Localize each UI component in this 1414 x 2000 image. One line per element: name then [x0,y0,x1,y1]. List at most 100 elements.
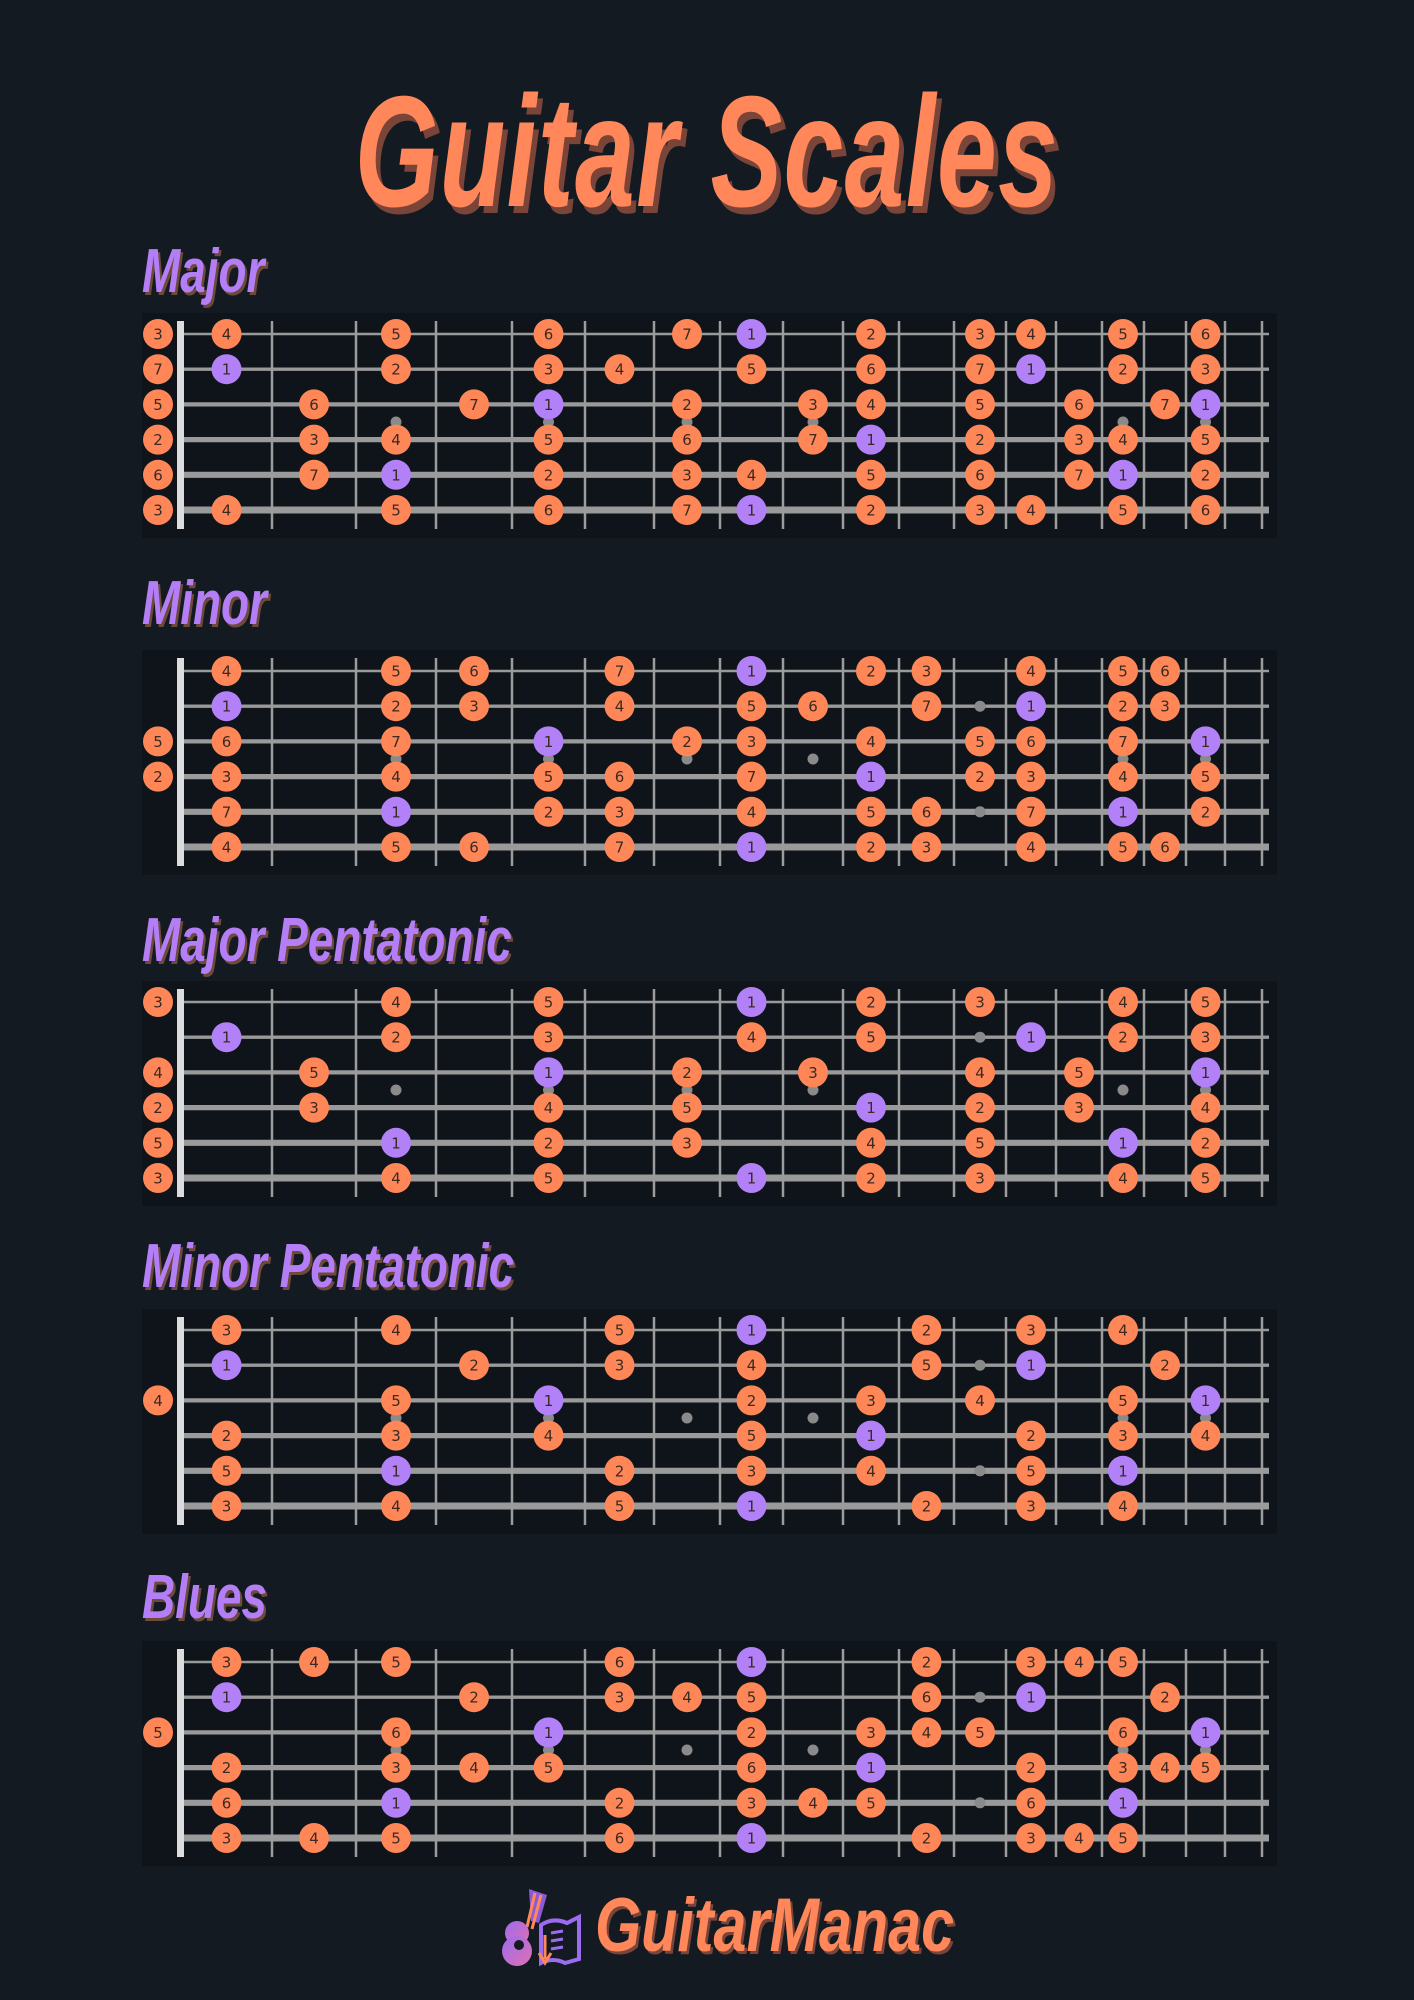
note-label: 1 [391,466,401,484]
scale-note: 3 [1016,1491,1046,1521]
scale-note: 2 [736,1385,767,1416]
note-label: 1 [391,1794,401,1812]
scale-heading-major-pentatonic: Major Pentatonic [142,906,512,975]
note-label: 2 [747,1724,757,1742]
note-label: 7 [1026,803,1036,821]
note-label: 5 [391,1392,401,1410]
note-dot [143,761,173,792]
inlay-dot [1117,1084,1129,1096]
note-dot [1108,1315,1138,1345]
note-label: 5 [391,502,401,520]
note-dot [143,319,173,349]
note-dot [856,1385,886,1416]
note-dot [1016,1682,1046,1713]
note-label: 4 [391,768,401,786]
note-label: 2 [153,1099,163,1117]
scale-note: 6 [604,1647,635,1677]
scale-note: 2 [1150,1682,1180,1713]
note-label: 1 [866,431,876,449]
note-label: 5 [682,1099,692,1117]
root-note: 1 [1108,1787,1138,1818]
scale-note: 2 [604,1455,635,1486]
scale-note: 3 [299,1092,329,1123]
scale-note: 3 [1108,1752,1138,1783]
scale-note: 4 [1108,1315,1138,1345]
note-label: 1 [747,1830,757,1848]
note-dot [736,1315,767,1345]
note-label: 5 [153,1134,163,1152]
root-note: 1 [211,1022,242,1053]
note-label: 6 [544,326,554,344]
note-dot [1016,832,1046,862]
note-dot [381,1385,411,1416]
scale-note: 6 [1150,832,1180,862]
note-label: 6 [747,1759,757,1777]
scale-note: 4 [381,1491,411,1521]
note-label: 1 [866,1099,876,1117]
note-label: 2 [1160,1689,1170,1707]
note-dot [299,459,329,490]
root-note: 1 [1190,1385,1221,1416]
inlay-dot [681,1412,693,1424]
scale-note: 5 [736,1682,767,1713]
note-label: 6 [808,698,818,716]
nut [177,1317,184,1525]
scale-note: 4 [299,1647,329,1677]
scale-note: 4 [459,1752,489,1783]
scale-note: 2 [1016,1420,1046,1451]
scale-note: 3 [604,1350,635,1381]
note-label: 7 [682,326,692,344]
note-label: 5 [1026,1462,1036,1480]
scale-note: 4 [381,761,411,792]
note-dot [381,459,411,490]
note-dot [736,1350,767,1381]
note-dot [1108,319,1138,349]
note-label: 5 [975,396,985,414]
note-dot [1064,424,1094,455]
note-dot [299,424,329,455]
note-dot [672,1127,702,1158]
note-label: 5 [153,1724,163,1742]
scale-note: 2 [856,1163,886,1193]
inlay-dot [543,1084,554,1096]
scale-note: 2 [1108,1022,1138,1053]
scale-note: 4 [1064,1823,1094,1853]
scale-note: 5 [1190,987,1221,1017]
scale-note: 5 [1108,656,1138,686]
inlay-dot [974,806,986,818]
note-label: 5 [544,768,554,786]
note-dot [1108,1127,1138,1158]
note-dot [604,1350,635,1381]
note-label: 2 [1026,1427,1036,1445]
note-label: 1 [544,1392,554,1410]
scale-note: 4 [1016,495,1046,525]
note-dot [736,796,767,827]
scale-note: 5 [965,389,995,420]
root-note: 1 [533,1385,564,1416]
scale-note: 5 [1108,495,1138,525]
note-dot [911,656,942,686]
note-dot [1016,761,1046,792]
note-dot [381,1823,411,1853]
note-label: 3 [469,698,479,716]
root-note: 1 [1016,1350,1046,1381]
note-dot [143,354,173,385]
note-label: 6 [153,466,163,484]
note-label: 5 [1118,839,1128,857]
note-dot [211,832,242,862]
scale-note: 6 [143,459,173,490]
note-label: 5 [544,994,554,1012]
scale-note: 3 [211,1491,242,1521]
note-label: 3 [808,1064,818,1082]
note-label: 2 [615,1794,625,1812]
note-label: 1 [1201,1724,1211,1742]
note-dot [604,1455,635,1486]
note-label: 5 [866,1029,876,1047]
note-dot [736,495,767,525]
note-label: 2 [1118,698,1128,716]
scale-note: 6 [911,1682,942,1713]
scale-note: 4 [672,1682,702,1713]
scale-note: 3 [1016,1823,1046,1853]
note-dot [211,354,242,385]
scale-note: 4 [736,1350,767,1381]
